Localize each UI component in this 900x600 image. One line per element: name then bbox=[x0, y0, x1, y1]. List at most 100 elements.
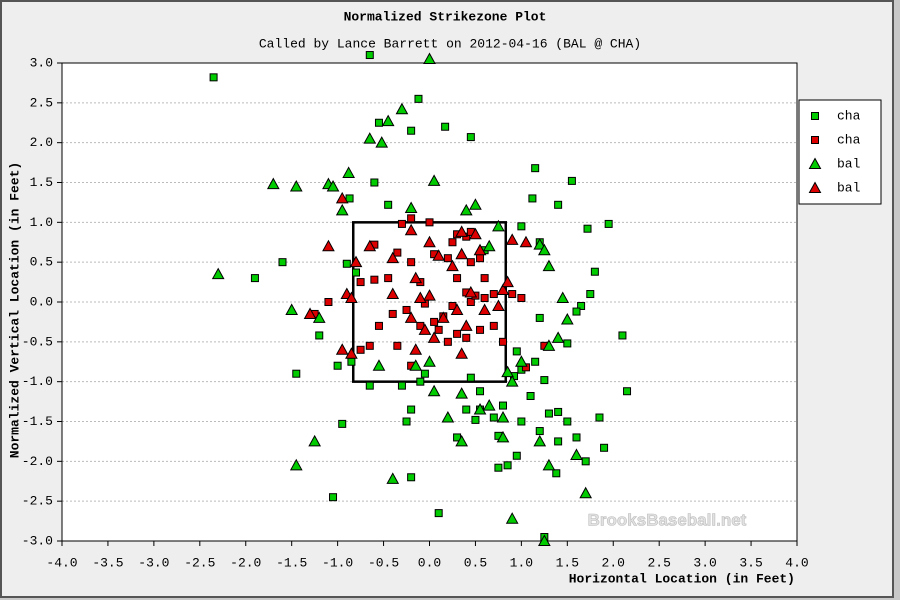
point bbox=[446, 259, 459, 272]
point bbox=[505, 512, 519, 524]
x-tick-label: 1.5 bbox=[556, 555, 579, 570]
point bbox=[623, 387, 632, 396]
y-axis-label: Normalized Vertical Location (in Feet) bbox=[7, 162, 22, 458]
x-tick-label: -1.5 bbox=[276, 555, 307, 570]
point bbox=[441, 410, 455, 423]
legend-marker bbox=[811, 136, 819, 144]
point bbox=[425, 218, 434, 227]
x-tick-label: -2.0 bbox=[230, 555, 261, 570]
point bbox=[285, 303, 299, 315]
point bbox=[531, 357, 540, 366]
point bbox=[572, 433, 581, 442]
point bbox=[459, 319, 473, 331]
point bbox=[499, 337, 507, 346]
point bbox=[420, 369, 429, 378]
point bbox=[471, 415, 480, 424]
point bbox=[407, 473, 416, 482]
y-tick-label: -1.5 bbox=[22, 414, 53, 429]
point bbox=[476, 254, 485, 263]
point bbox=[512, 451, 521, 460]
point bbox=[443, 254, 452, 263]
point bbox=[496, 430, 510, 443]
point bbox=[482, 239, 496, 252]
point bbox=[335, 191, 349, 204]
point bbox=[466, 373, 475, 382]
point bbox=[482, 399, 496, 411]
point bbox=[370, 275, 379, 284]
y-tick-label: -2.0 bbox=[22, 454, 53, 469]
point bbox=[528, 194, 537, 203]
point bbox=[583, 224, 592, 233]
point bbox=[386, 472, 400, 484]
point bbox=[395, 102, 409, 115]
point bbox=[381, 114, 395, 127]
point bbox=[329, 493, 338, 502]
point bbox=[567, 176, 576, 185]
point bbox=[533, 238, 547, 250]
point bbox=[492, 299, 505, 311]
point bbox=[423, 289, 436, 301]
point bbox=[489, 290, 498, 299]
point bbox=[496, 283, 510, 296]
point bbox=[462, 405, 471, 414]
point bbox=[542, 339, 556, 351]
point bbox=[586, 290, 595, 299]
point bbox=[480, 294, 489, 303]
point bbox=[499, 401, 507, 410]
point bbox=[535, 427, 544, 436]
legend-marker bbox=[811, 112, 819, 120]
point bbox=[544, 409, 553, 418]
point bbox=[560, 312, 574, 325]
legend-marker bbox=[808, 157, 822, 169]
point bbox=[494, 463, 503, 472]
point bbox=[489, 321, 498, 330]
point bbox=[427, 331, 441, 343]
point bbox=[540, 376, 549, 385]
point bbox=[489, 413, 498, 422]
point bbox=[345, 347, 358, 359]
point bbox=[531, 164, 540, 173]
point bbox=[384, 274, 393, 283]
x-tick-label: 3.0 bbox=[693, 555, 716, 570]
x-tick-label: 3.5 bbox=[739, 555, 762, 570]
point bbox=[345, 291, 358, 304]
point bbox=[501, 275, 514, 288]
point bbox=[397, 381, 406, 390]
point bbox=[386, 287, 400, 300]
point bbox=[404, 201, 418, 213]
point bbox=[455, 247, 469, 260]
point bbox=[505, 233, 519, 245]
point bbox=[278, 258, 287, 267]
point bbox=[434, 325, 443, 334]
point bbox=[503, 461, 512, 470]
point bbox=[402, 305, 411, 314]
point bbox=[393, 341, 402, 350]
point bbox=[443, 337, 452, 346]
point bbox=[466, 258, 475, 267]
point bbox=[352, 268, 360, 277]
point bbox=[563, 417, 572, 426]
point bbox=[434, 509, 443, 518]
point bbox=[515, 355, 528, 367]
legend-label: bal bbox=[837, 180, 861, 195]
y-tick-label: 0.0 bbox=[30, 294, 53, 309]
point bbox=[423, 235, 436, 248]
point bbox=[427, 174, 441, 186]
point bbox=[570, 448, 583, 460]
point bbox=[480, 274, 489, 283]
x-tick-label: 1.0 bbox=[510, 555, 533, 570]
point bbox=[508, 290, 517, 299]
point bbox=[455, 434, 469, 447]
point bbox=[466, 133, 475, 142]
point bbox=[469, 227, 482, 240]
y-tick-label: -0.5 bbox=[22, 334, 53, 349]
point bbox=[356, 345, 365, 354]
point bbox=[552, 469, 561, 478]
x-axis-label: Horizontal Location (in Feet) bbox=[569, 571, 795, 586]
point bbox=[402, 417, 411, 426]
point bbox=[554, 200, 563, 209]
point bbox=[436, 311, 450, 323]
point bbox=[333, 361, 342, 370]
point bbox=[407, 126, 416, 135]
